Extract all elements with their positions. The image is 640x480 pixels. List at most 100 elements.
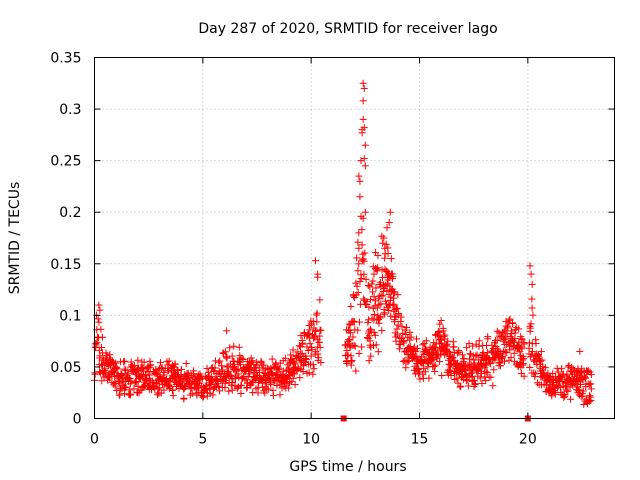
data-point	[267, 365, 275, 373]
data-point	[500, 347, 508, 355]
data-point	[382, 297, 390, 305]
data-point	[406, 336, 414, 344]
y-tick-label: 0.35	[50, 51, 81, 67]
data-point	[528, 295, 536, 303]
data-point	[370, 293, 378, 301]
y-tick-label: 0.2	[59, 205, 81, 221]
data-point	[130, 385, 138, 393]
data-point	[310, 365, 318, 373]
data-point	[526, 324, 534, 332]
data-point	[538, 356, 546, 364]
data-point	[307, 352, 315, 360]
data-point	[446, 366, 454, 374]
data-point	[537, 357, 545, 365]
data-point	[358, 343, 366, 351]
data-point	[431, 367, 439, 375]
data-point	[383, 287, 391, 295]
data-point	[98, 377, 106, 385]
data-point	[528, 304, 536, 312]
grid	[94, 57, 615, 419]
x-tick-label: 0	[90, 432, 99, 448]
data-point	[355, 260, 363, 268]
data-point	[496, 362, 504, 370]
data-point	[493, 327, 501, 335]
data-point	[94, 315, 102, 323]
scatter-points	[90, 79, 595, 422]
data-point	[367, 296, 375, 304]
data-point	[267, 380, 275, 388]
data-point	[416, 375, 424, 383]
data-point	[368, 280, 376, 288]
data-point	[370, 310, 378, 318]
data-point	[160, 386, 168, 394]
data-point	[313, 318, 321, 326]
data-point	[308, 346, 316, 354]
data-point	[435, 328, 443, 336]
data-point	[396, 345, 404, 353]
data-point	[487, 373, 495, 381]
chart-title: Day 287 of 2020, SRMTID for receiver lag…	[198, 21, 497, 37]
data-point	[374, 264, 382, 272]
data-point	[368, 314, 376, 322]
data-point	[399, 338, 407, 346]
data-point	[314, 273, 322, 281]
data-point	[355, 349, 363, 357]
data-point	[114, 365, 122, 373]
data-point	[530, 369, 538, 377]
data-point	[98, 333, 106, 341]
data-point	[525, 339, 533, 347]
data-point	[510, 349, 518, 357]
data-point	[511, 329, 519, 337]
data-point	[372, 341, 380, 349]
data-point	[221, 384, 229, 392]
data-point	[140, 358, 148, 366]
data-point	[261, 389, 269, 397]
data-point	[238, 354, 246, 362]
data-point	[225, 387, 233, 395]
y-axis-ticks: 0 0.05 0.1 0.15 0.2 0.25 0.3 0.35	[50, 51, 615, 428]
data-point	[545, 385, 553, 393]
data-point	[390, 300, 398, 308]
data-point	[486, 359, 494, 367]
data-point	[450, 343, 458, 351]
data-point	[393, 325, 401, 333]
data-point	[154, 366, 162, 374]
data-point	[348, 357, 356, 365]
data-point	[476, 374, 484, 382]
data-point	[345, 335, 353, 343]
data-point	[587, 385, 595, 393]
data-point	[576, 386, 584, 394]
data-point	[475, 337, 483, 345]
x-tick-label: 20	[519, 432, 537, 448]
data-point	[95, 301, 103, 309]
data-point	[389, 288, 397, 296]
data-point	[381, 254, 389, 262]
data-point	[209, 391, 217, 399]
data-point	[95, 318, 103, 326]
data-point	[470, 377, 478, 385]
data-point	[226, 371, 234, 379]
data-point	[360, 155, 368, 163]
data-point	[437, 333, 445, 341]
data-point	[437, 317, 445, 325]
data-point	[205, 368, 213, 376]
data-point	[367, 327, 375, 335]
data-point	[202, 385, 210, 393]
data-point	[366, 325, 374, 333]
x-tick-label: 15	[411, 432, 429, 448]
data-point	[269, 392, 277, 400]
data-point	[457, 382, 465, 390]
x-axis-ticks: 0 5 10 15 20	[90, 57, 537, 448]
data-point	[306, 340, 314, 348]
data-point	[564, 387, 572, 395]
data-point	[490, 366, 498, 374]
data-point	[97, 344, 105, 352]
data-point	[246, 370, 254, 378]
data-point	[516, 348, 524, 356]
data-point	[349, 333, 357, 341]
y-tick-label: 0.05	[50, 360, 81, 376]
data-point	[317, 359, 325, 367]
data-point	[403, 323, 411, 331]
data-point	[174, 366, 182, 374]
